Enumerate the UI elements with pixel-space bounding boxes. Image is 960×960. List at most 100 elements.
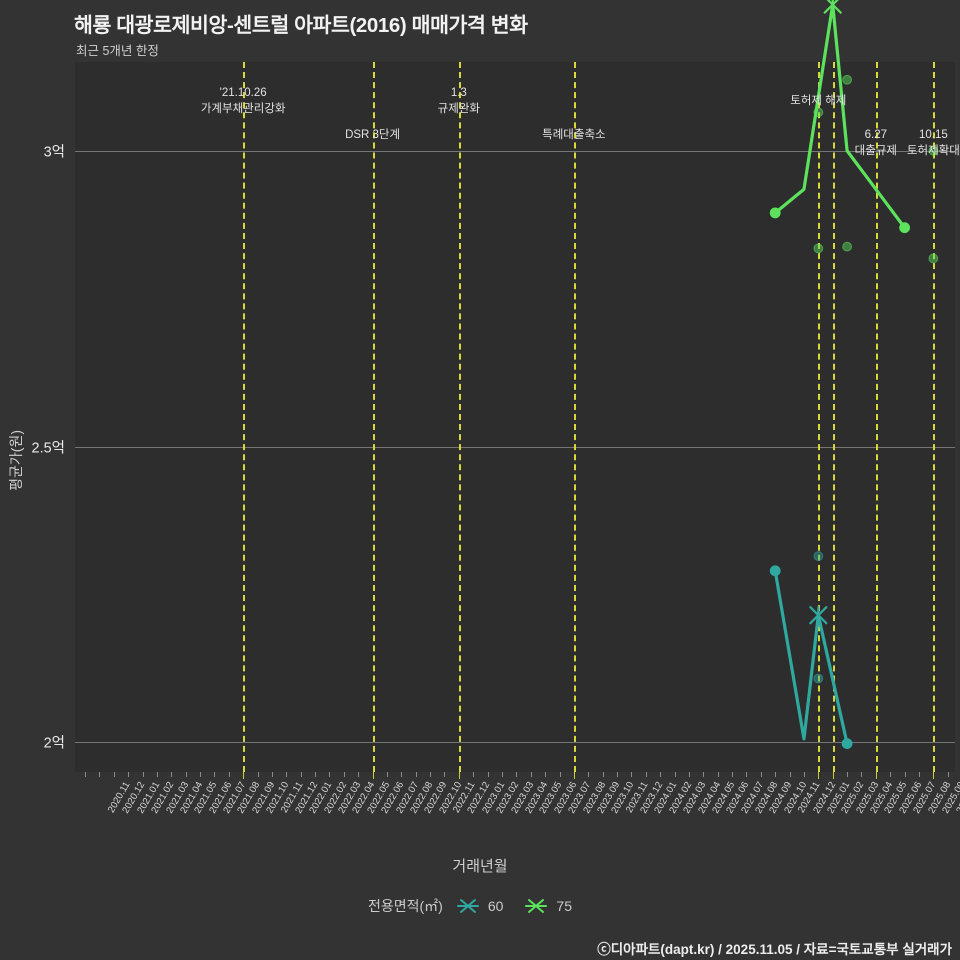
x-tick <box>904 772 906 777</box>
x-tick <box>775 772 777 777</box>
x-tick <box>85 772 86 777</box>
policy-event-line <box>875 62 878 772</box>
annotation-name: 대출규제 <box>854 144 898 157</box>
annotation-name: 토허제 해제 <box>790 95 847 107</box>
x-tick <box>444 772 446 777</box>
x-tick <box>315 772 317 777</box>
plot-area <box>75 0 955 772</box>
legend-marker-75 <box>525 899 548 914</box>
gridline <box>75 150 955 152</box>
annotation-date: 1.3 <box>450 87 467 99</box>
policy-annotation: 1.3 규제완화 <box>438 86 480 117</box>
data-point <box>769 565 781 577</box>
x-tick <box>890 772 892 777</box>
x-tick <box>818 772 820 779</box>
x-tick <box>214 772 216 777</box>
x-tick <box>746 772 748 777</box>
annotation-name: 특례대출축소 <box>542 129 606 141</box>
x-tick <box>545 772 547 777</box>
annotation-name: 규제완화 <box>437 102 481 115</box>
x-tick <box>789 772 791 777</box>
x-tick <box>760 772 762 777</box>
scatter-point <box>928 145 939 156</box>
x-tick <box>185 772 187 777</box>
series-60-peak-marker <box>809 606 828 625</box>
x-tick <box>530 772 532 777</box>
x-tick <box>358 772 360 777</box>
x-tick <box>717 772 719 777</box>
series-60 <box>769 551 853 749</box>
x-tick <box>128 772 130 777</box>
series-75-peak-marker <box>823 0 842 14</box>
scatter-point <box>842 74 852 85</box>
annotation-name: 가계부채관리강화 <box>200 102 286 115</box>
x-tick <box>847 772 849 777</box>
series-line <box>773 3 907 230</box>
policy-annotation: '21.10.26 가계부채관리강화 <box>201 86 286 117</box>
x-tick <box>947 772 949 777</box>
series-layer <box>769 0 939 749</box>
y-tick-label: 2억 <box>43 735 65 752</box>
x-tick <box>415 772 417 777</box>
x-tick <box>861 772 863 777</box>
x-tick <box>875 772 877 779</box>
x-tick <box>559 772 561 777</box>
policy-event-line <box>243 62 246 772</box>
scatter-point <box>813 551 824 561</box>
x-tick <box>329 772 331 777</box>
x-tick <box>271 772 273 777</box>
x-tick <box>386 772 388 777</box>
x-tick <box>688 772 690 777</box>
gridline <box>75 742 955 744</box>
scatter-point <box>813 673 824 684</box>
policy-annotation: 6.27 대출규제 <box>855 128 897 159</box>
x-tick <box>631 772 633 777</box>
x-tick <box>933 772 935 779</box>
x-tick <box>401 772 403 777</box>
scatter-point <box>928 253 939 264</box>
x-tick <box>703 772 705 777</box>
x-tick <box>573 772 575 779</box>
x-tick <box>602 772 604 777</box>
annotation-name: 토허제확대 <box>906 144 960 157</box>
chart-subtitle: 최근 5개년 한정 <box>76 44 159 58</box>
x-tick <box>243 772 245 779</box>
x-tick <box>156 772 158 777</box>
annotation-date: 6.27 <box>864 129 888 141</box>
policy-annotation: DSR 3단계 <box>345 128 400 144</box>
x-tick <box>228 772 230 777</box>
x-tick <box>458 772 460 779</box>
x-tick <box>200 772 202 777</box>
scatter-point <box>813 243 824 254</box>
x-tick <box>645 772 647 777</box>
x-tick <box>832 772 834 779</box>
y-tick-label: 3억 <box>43 144 65 161</box>
x-tick <box>257 772 259 777</box>
policy-event-line <box>458 62 461 772</box>
policy-event-line <box>832 62 835 772</box>
annotation-date: 10.15 <box>918 129 948 141</box>
x-tick <box>473 772 475 777</box>
legend-label-75: 75 <box>556 898 572 915</box>
x-axis-title: 거래년월 <box>452 858 508 875</box>
x-tick <box>286 772 288 777</box>
annotation-name: DSR 3단계 <box>345 129 401 141</box>
policy-event-line <box>573 62 576 772</box>
y-axis-title: 평균가(원) <box>8 430 24 491</box>
x-tick <box>516 772 518 777</box>
x-tick <box>918 772 920 777</box>
series-line <box>773 569 849 746</box>
policy-annotation: 10.15 토허제확대 <box>907 128 960 159</box>
legend-marker-60 <box>456 899 479 914</box>
x-tick <box>372 772 374 779</box>
x-tick <box>487 772 489 777</box>
x-tick <box>171 772 173 777</box>
y-tick-label: 2.5억 <box>31 440 66 457</box>
x-tick <box>113 772 115 777</box>
x-tick <box>660 772 662 777</box>
legend-label-60: 60 <box>487 898 504 915</box>
x-tick <box>803 772 805 777</box>
policy-event-line <box>372 62 375 772</box>
series-75 <box>769 3 939 264</box>
